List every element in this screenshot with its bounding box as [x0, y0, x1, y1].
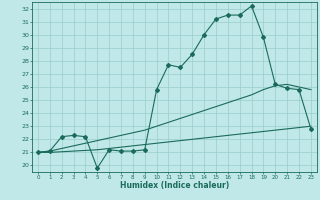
X-axis label: Humidex (Indice chaleur): Humidex (Indice chaleur) — [120, 181, 229, 190]
